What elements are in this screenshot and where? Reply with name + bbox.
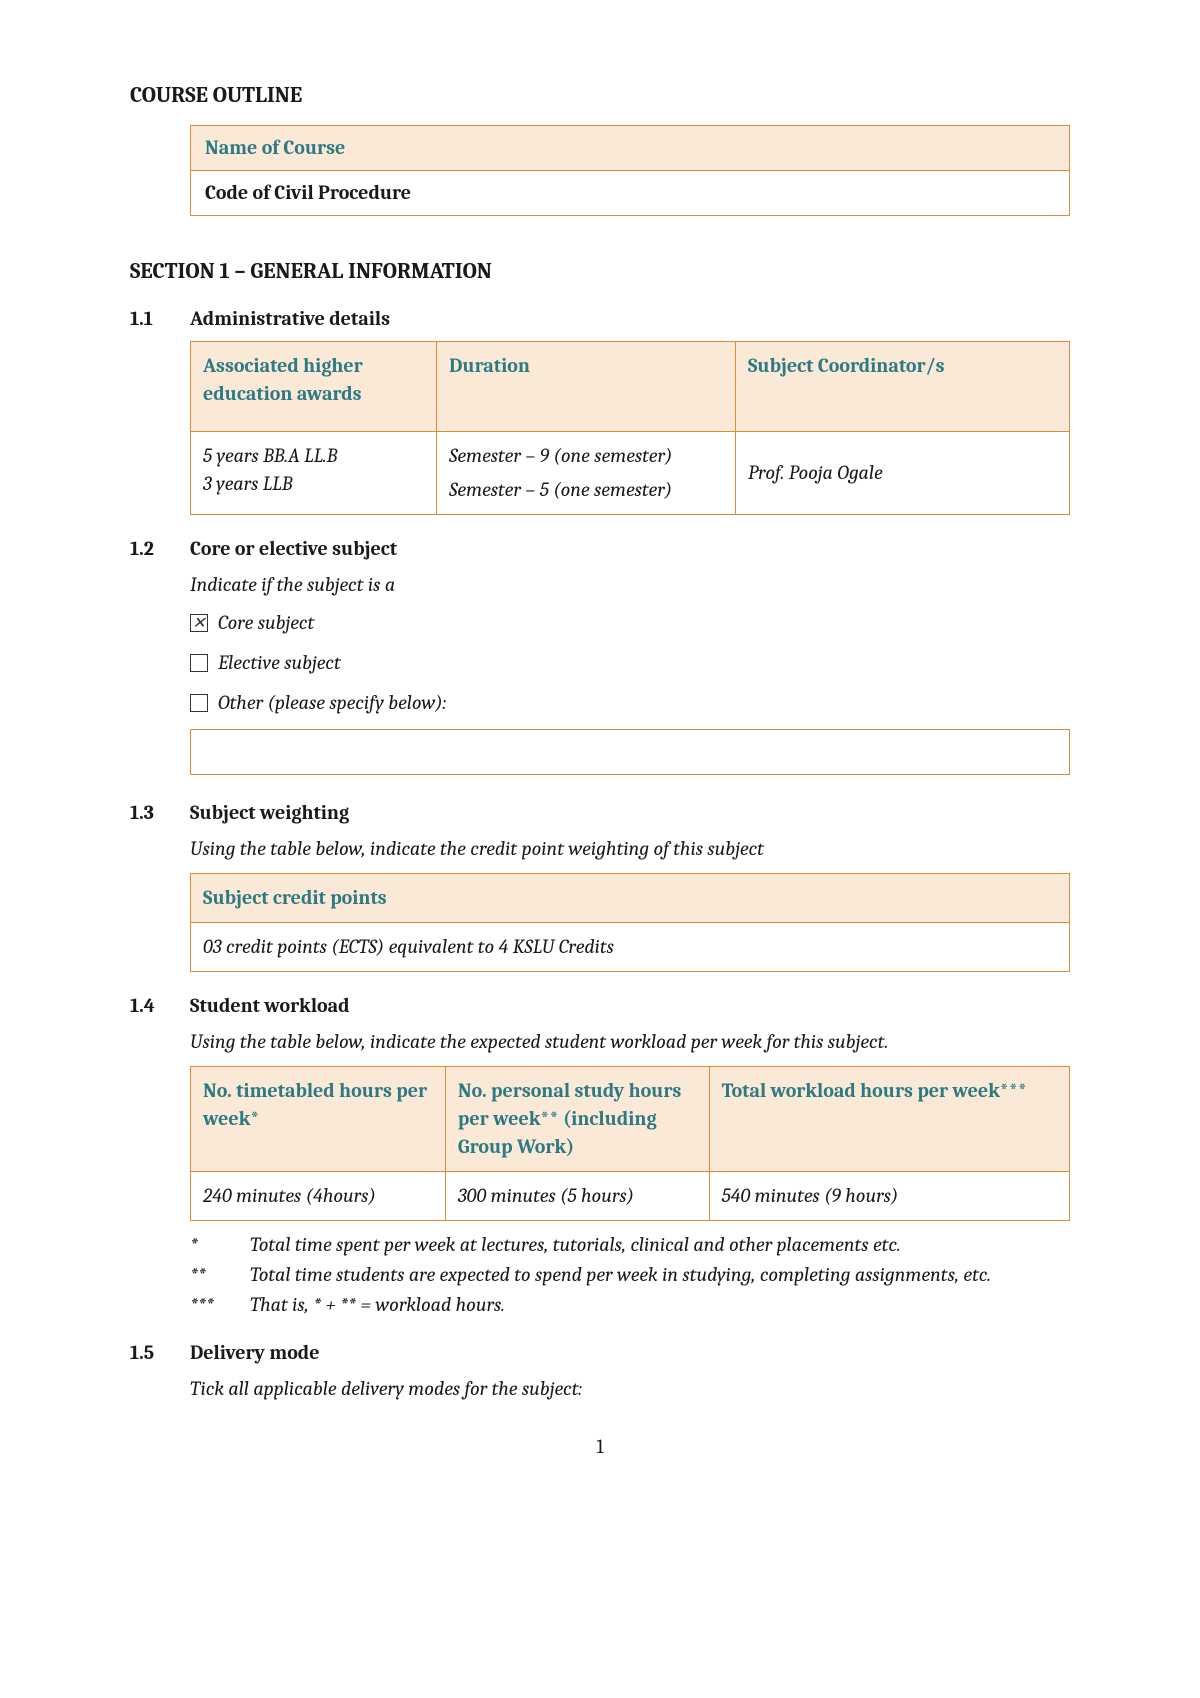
course-name-header: Name of Course (191, 125, 1070, 170)
checkbox-other-box[interactable] (190, 694, 208, 712)
subsection-1-4: 1.4 Student workload (130, 992, 1070, 1020)
workload-td-3: 540 minutes (9 hours) (709, 1171, 1069, 1220)
subsection-1-2: 1.2 Core or elective subject (130, 535, 1070, 563)
sub-num-1-1: 1.1 (130, 305, 190, 333)
workload-th-2: No. personal study hours per week** (inc… (445, 1066, 709, 1171)
sub-num-1-3: 1.3 (130, 799, 190, 827)
sub-num-1-5: 1.5 (130, 1339, 190, 1367)
course-name-value: Code of Civil Procedure (191, 170, 1070, 215)
checkbox-elective-label: Elective subject (218, 649, 341, 677)
checkbox-core-label: Core subject (218, 609, 314, 637)
sub-num-1-2: 1.2 (130, 535, 190, 563)
section-1-title: SECTION 1 – GENERAL INFORMATION (130, 256, 1070, 287)
sub-1-5-subtext: Tick all applicable delivery modes for t… (190, 1375, 1070, 1403)
sub-title-1-4: Student workload (190, 992, 350, 1020)
admin-th-awards: Associated higher education awards (191, 341, 437, 431)
checkbox-elective: Elective subject (190, 649, 1070, 677)
weight-value: 03 credit points (ECTS) equivalent to 4 … (191, 922, 1070, 971)
sub-title-1-3: Subject weighting (190, 799, 349, 827)
workload-th-1: No. timetabled hours per week* (191, 1066, 446, 1171)
subsection-1-5: 1.5 Delivery mode (130, 1339, 1070, 1367)
admin-th-duration: Duration (437, 341, 736, 431)
workload-td-2: 300 minutes (5 hours) (445, 1171, 709, 1220)
workload-footnotes: *Total time spent per week at lectures, … (190, 1231, 1070, 1319)
weight-table: Subject credit points 03 credit points (… (190, 873, 1070, 972)
sub-title-1-2: Core or elective subject (190, 535, 397, 563)
sub-1-4-subtext: Using the table below, indicate the expe… (190, 1028, 1070, 1056)
admin-td-duration: Semester – 9 (one semester) Semester – 5… (437, 431, 736, 514)
sub-1-2-subtext: Indicate if the subject is a (190, 571, 1070, 599)
weight-header: Subject credit points (191, 873, 1070, 922)
checkbox-elective-box[interactable] (190, 654, 208, 672)
sub-title-1-1: Administrative details (190, 305, 390, 333)
workload-th-3: Total workload hours per week*** (709, 1066, 1069, 1171)
checkbox-other: Other (please specify below): (190, 689, 1070, 717)
checkbox-core-box[interactable]: ✕ (190, 614, 208, 632)
subsection-1-1: 1.1 Administrative details (130, 305, 1070, 333)
admin-table: Associated higher education awards Durat… (190, 341, 1070, 515)
checkbox-other-label: Other (please specify below): (218, 689, 446, 717)
sub-num-1-4: 1.4 (130, 992, 190, 1020)
workload-td-1: 240 minutes (4hours) (191, 1171, 446, 1220)
course-name-table: Name of Course Code of Civil Procedure (190, 125, 1070, 216)
subsection-1-3: 1.3 Subject weighting (130, 799, 1070, 827)
sub-title-1-5: Delivery mode (190, 1339, 319, 1367)
admin-td-awards: 5 years BB.A LL.B 3 years LLB (191, 431, 437, 514)
workload-table: No. timetabled hours per week* No. perso… (190, 1066, 1070, 1221)
admin-td-coord: Prof. Pooja Ogale (735, 431, 1069, 514)
sub-1-3-subtext: Using the table below, indicate the cred… (190, 835, 1070, 863)
page-number: 1 (130, 1433, 1070, 1461)
checkbox-core: ✕ Core subject (190, 609, 1070, 637)
admin-th-coord: Subject Coordinator/s (735, 341, 1069, 431)
page-title: COURSE OUTLINE (130, 80, 1070, 111)
other-specify-box[interactable] (190, 729, 1070, 775)
